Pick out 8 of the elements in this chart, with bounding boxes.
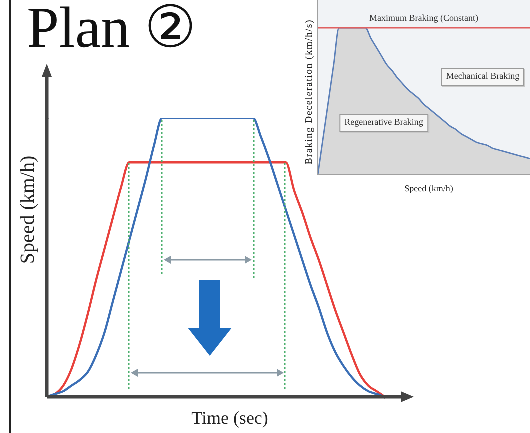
x-axis-title: Speed (km/h) bbox=[404, 184, 454, 194]
ref-line-label: Maximum Braking (Constant) bbox=[370, 13, 478, 23]
y-axis-title: Braking Deceleration (km/h/s) bbox=[304, 19, 315, 165]
x-axis-title: Time (sec) bbox=[192, 408, 268, 428]
annotation: Mechanical Braking bbox=[446, 71, 520, 82]
annotation: Regenerative Braking bbox=[344, 117, 424, 128]
y-axis-title: Speed (km/h) bbox=[17, 156, 39, 264]
chart-title: Plan ② bbox=[27, 0, 197, 60]
